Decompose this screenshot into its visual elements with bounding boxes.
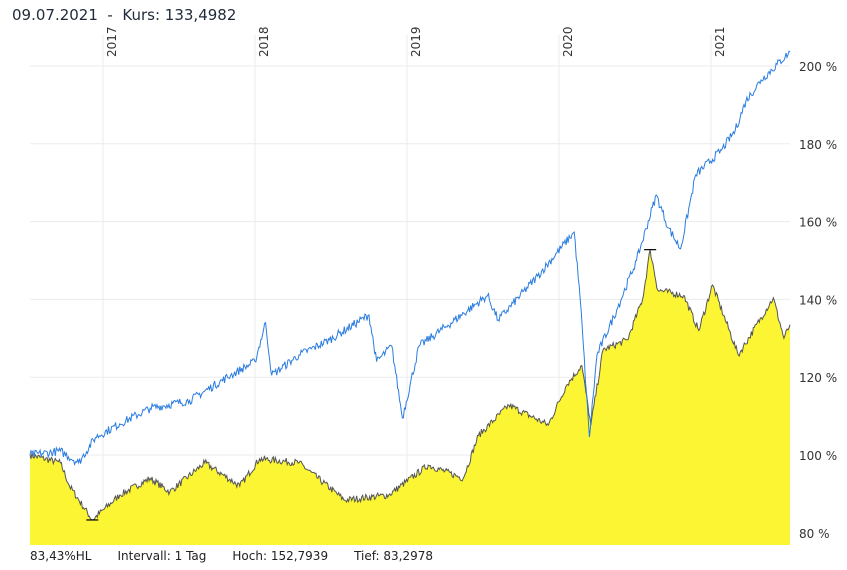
y-tick-label: 120 %	[799, 371, 837, 385]
x-tick-label: 2019	[409, 26, 423, 57]
x-tick-label: 2021	[713, 26, 727, 57]
y-tick-label: 100 %	[799, 449, 837, 463]
date-label: 09.07.2021	[12, 6, 98, 24]
change-label: 83,43%HL	[30, 549, 92, 563]
high-label: Hoch: 152,7939	[232, 549, 329, 563]
y-tick-label: 140 %	[799, 293, 837, 307]
interval-label[interactable]: Intervall: 1 Tag	[117, 549, 207, 563]
y-tick-label: 180 %	[799, 138, 837, 152]
price-label: Kurs: 133,4982	[122, 6, 237, 24]
y-tick-label: 200 %	[799, 60, 837, 74]
x-tick-label: 2017	[105, 26, 119, 57]
y-tick-label: 160 %	[799, 216, 837, 230]
y-tick-label: 80 %	[799, 527, 830, 541]
title-separator: -	[97, 6, 123, 24]
low-label: Tief: 83,2978	[354, 549, 434, 563]
chart-title: 09.07.2021 - Kurs: 133,4982	[12, 6, 236, 24]
fund-line	[29, 249, 791, 521]
x-tick-label: 2020	[561, 26, 575, 57]
fund-area	[30, 249, 790, 545]
benchmark-line	[29, 50, 791, 467]
x-tick-label: 2018	[257, 26, 271, 57]
chart-footer: 83,43%HL Intervall: 1 Tag Hoch: 152,7939…	[30, 549, 433, 563]
